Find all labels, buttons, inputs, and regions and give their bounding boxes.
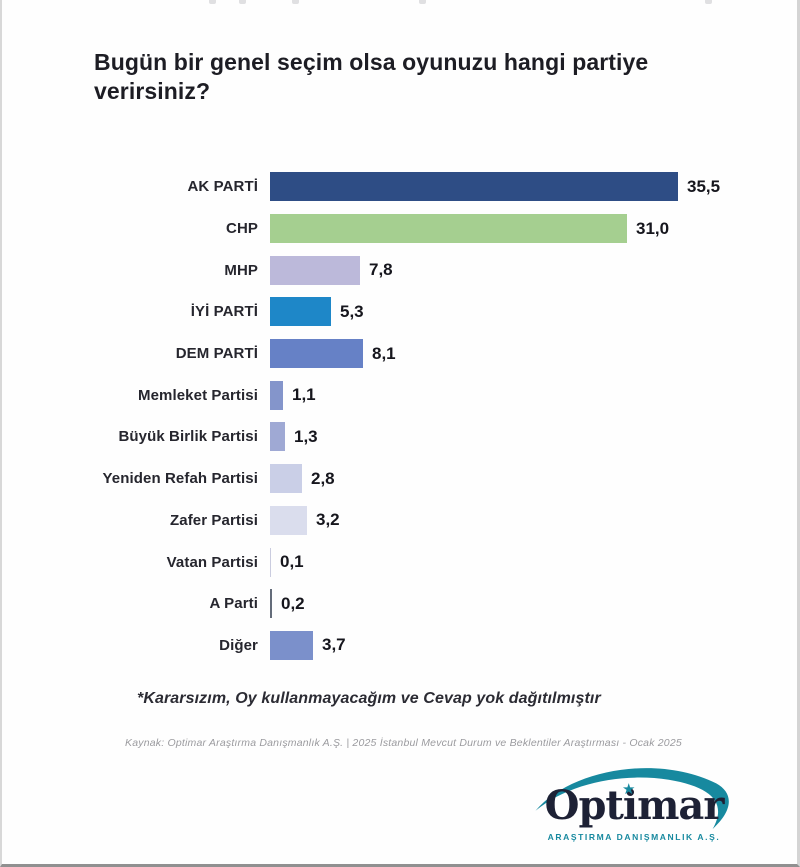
footnote: *Kararsızım, Oy kullanmayacağım ve Cevap… xyxy=(137,690,601,707)
value-label: 35,5 xyxy=(687,176,721,196)
chart-row: Büyük Birlik Partisi 1,3 xyxy=(2,416,797,458)
value-label: 1,1 xyxy=(292,385,316,405)
brand-name: Optimar xyxy=(544,782,725,829)
value-label: 3,7 xyxy=(322,635,346,655)
chart-row: A Parti 0,2 xyxy=(2,583,797,625)
value-label: 3,2 xyxy=(316,510,340,530)
bar xyxy=(270,172,678,202)
chart-row: AK PARTİ 35,5 xyxy=(2,166,797,208)
category-label: Diğer xyxy=(219,636,258,654)
chart-row: İYİ PARTİ 5,3 xyxy=(2,291,797,333)
star-icon: ★ xyxy=(622,781,636,798)
category-label: Büyük Birlik Partisi xyxy=(118,428,258,446)
brand-subtitle: ARAŞTIRMA DANIŞMANLIK A.Ş. xyxy=(547,832,721,842)
chart-row: Diğer 3,7 xyxy=(2,625,797,667)
bar xyxy=(270,214,627,244)
value-label: 1,3 xyxy=(294,426,318,446)
bar xyxy=(270,422,285,452)
optimar-logo: Optimar ★ ARAŞTIRMA DANIŞMANLIK A.Ş. xyxy=(530,762,740,857)
bar xyxy=(270,339,363,369)
category-label: DEM PARTİ xyxy=(175,345,258,363)
swoosh-icon xyxy=(535,768,729,830)
chart-row: Zafer Partisi 3,2 xyxy=(2,500,797,542)
value-label: 5,3 xyxy=(340,301,364,321)
chart-row: DEM PARTİ 8,1 xyxy=(2,333,797,375)
bar xyxy=(270,589,272,619)
bar xyxy=(270,547,271,577)
category-label: AK PARTİ xyxy=(187,178,258,196)
value-label: 0,1 xyxy=(280,552,304,572)
category-label: A Parti xyxy=(209,595,258,613)
value-label: 0,2 xyxy=(281,593,305,613)
bar xyxy=(270,505,307,535)
category-label: İYİ PARTİ xyxy=(190,303,258,321)
category-label: Vatan Partisi xyxy=(166,553,258,571)
bar xyxy=(270,297,331,327)
category-label: MHP xyxy=(224,261,258,279)
bar xyxy=(270,255,360,285)
bar xyxy=(270,630,313,660)
value-label: 2,8 xyxy=(311,468,335,488)
poll-bar-chart: AK PARTİ 35,5 CHP 31,0 MHP 7,8 İYİ PARTİ 5,3 DEM… xyxy=(2,166,797,667)
chart-row: MHP 7,8 xyxy=(2,249,797,291)
page-title: Bugün bir genel seçim olsa oyunuzu hangi… xyxy=(94,49,649,104)
bar xyxy=(270,464,302,494)
value-label: 7,8 xyxy=(369,260,393,280)
chart-row: Yeniden Refah Partisi 2,8 xyxy=(2,458,797,500)
bar xyxy=(270,380,283,410)
category-label: Yeniden Refah Partisi xyxy=(102,470,258,488)
chart-row: Memleket Partisi 1,1 xyxy=(2,374,797,416)
category-label: CHP xyxy=(226,220,258,238)
value-label: 31,0 xyxy=(636,218,670,238)
category-label: Zafer Partisi xyxy=(169,511,258,529)
category-label: Memleket Partisi xyxy=(138,386,258,404)
chart-row: Vatan Partisi 0,1 xyxy=(2,541,797,583)
chart-row: CHP 31,0 xyxy=(2,208,797,250)
value-label: 8,1 xyxy=(372,343,396,363)
source-line: Kaynak: Optimar Araştırma Danışmanlık A.… xyxy=(125,737,682,749)
